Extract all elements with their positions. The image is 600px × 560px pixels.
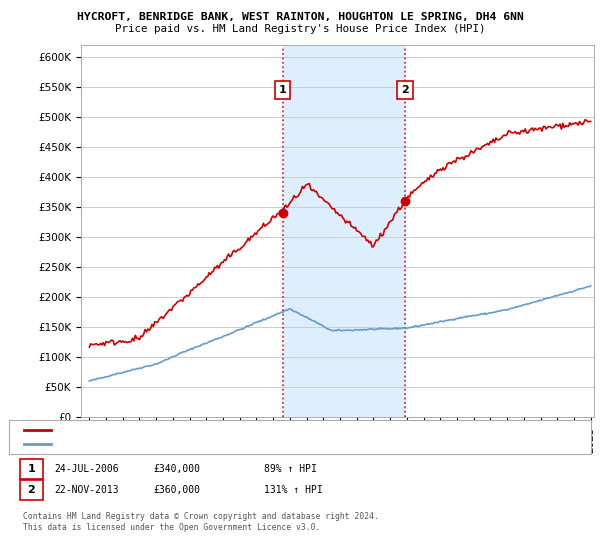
Text: 89% ↑ HPI: 89% ↑ HPI [264,464,317,474]
Text: HYCROFT, BENRIDGE BANK, WEST RAINTON, HOUGHTON LE SPRING, DH4 6NN: HYCROFT, BENRIDGE BANK, WEST RAINTON, HO… [77,12,523,22]
Text: HYCROFT, BENRIDGE BANK, WEST RAINTON, HOUGHTON LE SPRING, DH4 6NN (detached): HYCROFT, BENRIDGE BANK, WEST RAINTON, HO… [55,426,454,435]
Text: 1: 1 [28,464,35,474]
Text: HPI: Average price, detached house, County Durham: HPI: Average price, detached house, Coun… [55,439,313,448]
Text: Contains HM Land Registry data © Crown copyright and database right 2024.
This d: Contains HM Land Registry data © Crown c… [23,512,379,532]
Text: 131% ↑ HPI: 131% ↑ HPI [264,485,323,495]
Text: 2: 2 [28,485,35,495]
Text: £340,000: £340,000 [153,464,200,474]
Text: £360,000: £360,000 [153,485,200,495]
Text: Price paid vs. HM Land Registry's House Price Index (HPI): Price paid vs. HM Land Registry's House … [115,24,485,34]
Text: 1: 1 [278,85,286,95]
Text: 2: 2 [401,85,409,95]
Text: 22-NOV-2013: 22-NOV-2013 [54,485,119,495]
Bar [283,45,405,417]
Text: 24-JUL-2006: 24-JUL-2006 [54,464,119,474]
